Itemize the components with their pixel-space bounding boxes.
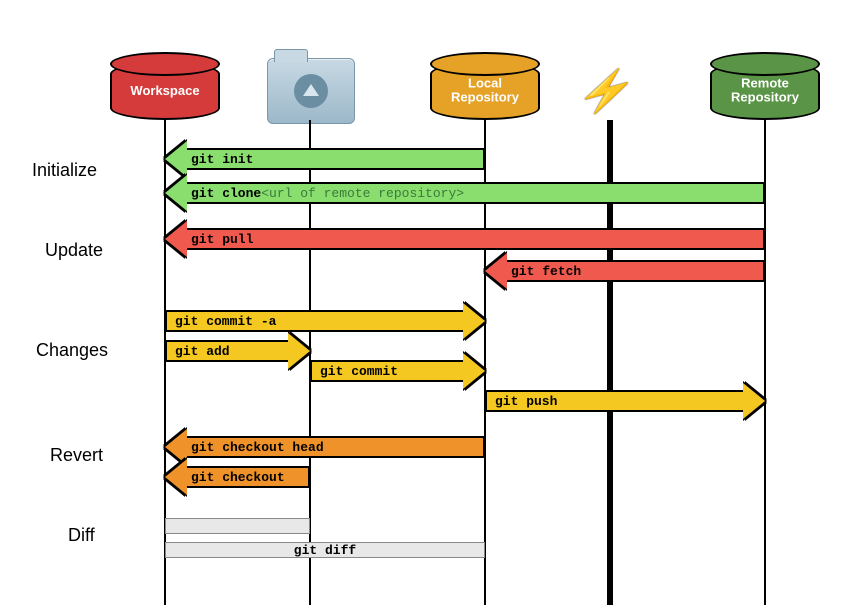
cmd-git-push: git push [495, 394, 557, 409]
section-changes: Changes [36, 340, 108, 361]
remote-repo-label: Remote Repository [712, 77, 818, 106]
workspace-label: Workspace [112, 84, 218, 98]
arrow-git-checkout: git checkout [187, 466, 310, 488]
bar-text-git-diff: git diff [294, 543, 356, 558]
arg-git-clone: <url of remote repository> [261, 186, 464, 201]
cmd-git-checkout-hd: git checkout head [191, 440, 324, 455]
upload-arrow-icon [294, 74, 328, 108]
arrow-git-checkout-hd: git checkout head [187, 436, 485, 458]
section-diff: Diff [68, 525, 95, 546]
section-initialize: Initialize [32, 160, 97, 181]
cmd-git-clone: git clone [191, 186, 261, 201]
cmd-git-fetch: git fetch [511, 264, 581, 279]
section-revert: Revert [50, 445, 103, 466]
cmd-git-add: git add [175, 344, 230, 359]
arrow-git-add: git add [165, 340, 288, 362]
remote-repo-cylinder: Remote Repository [710, 62, 820, 120]
cmd-git-checkout: git checkout [191, 470, 285, 485]
arrow-git-pull: git pull [187, 228, 765, 250]
cmd-git-commit-a: git commit -a [175, 314, 276, 329]
network-lightning-icon: ⚡ [569, 64, 645, 120]
section-update: Update [45, 240, 103, 261]
cmd-git-commit: git commit [320, 364, 398, 379]
arrow-git-commit-a: git commit -a [165, 310, 463, 332]
arrow-git-init: git init [187, 148, 485, 170]
cmd-git-pull: git pull [191, 232, 253, 247]
local-repo-label: Local Repository [432, 77, 538, 106]
local-repo-cylinder: Local Repository [430, 62, 540, 120]
workspace-cylinder: Workspace [110, 62, 220, 120]
bar-diff-short [165, 518, 310, 534]
arrow-git-fetch: git fetch [507, 260, 765, 282]
arrow-git-commit: git commit [310, 360, 463, 382]
index-folder-icon [267, 58, 355, 124]
arrow-git-clone: git clone <url of remote repository> [187, 182, 765, 204]
bar-git-diff: git diff [165, 542, 485, 558]
arrow-git-push: git push [485, 390, 743, 412]
cmd-git-init: git init [191, 152, 253, 167]
git-workflow-diagram: Workspace Local Repository ⚡ Remote Repo… [0, 0, 860, 613]
